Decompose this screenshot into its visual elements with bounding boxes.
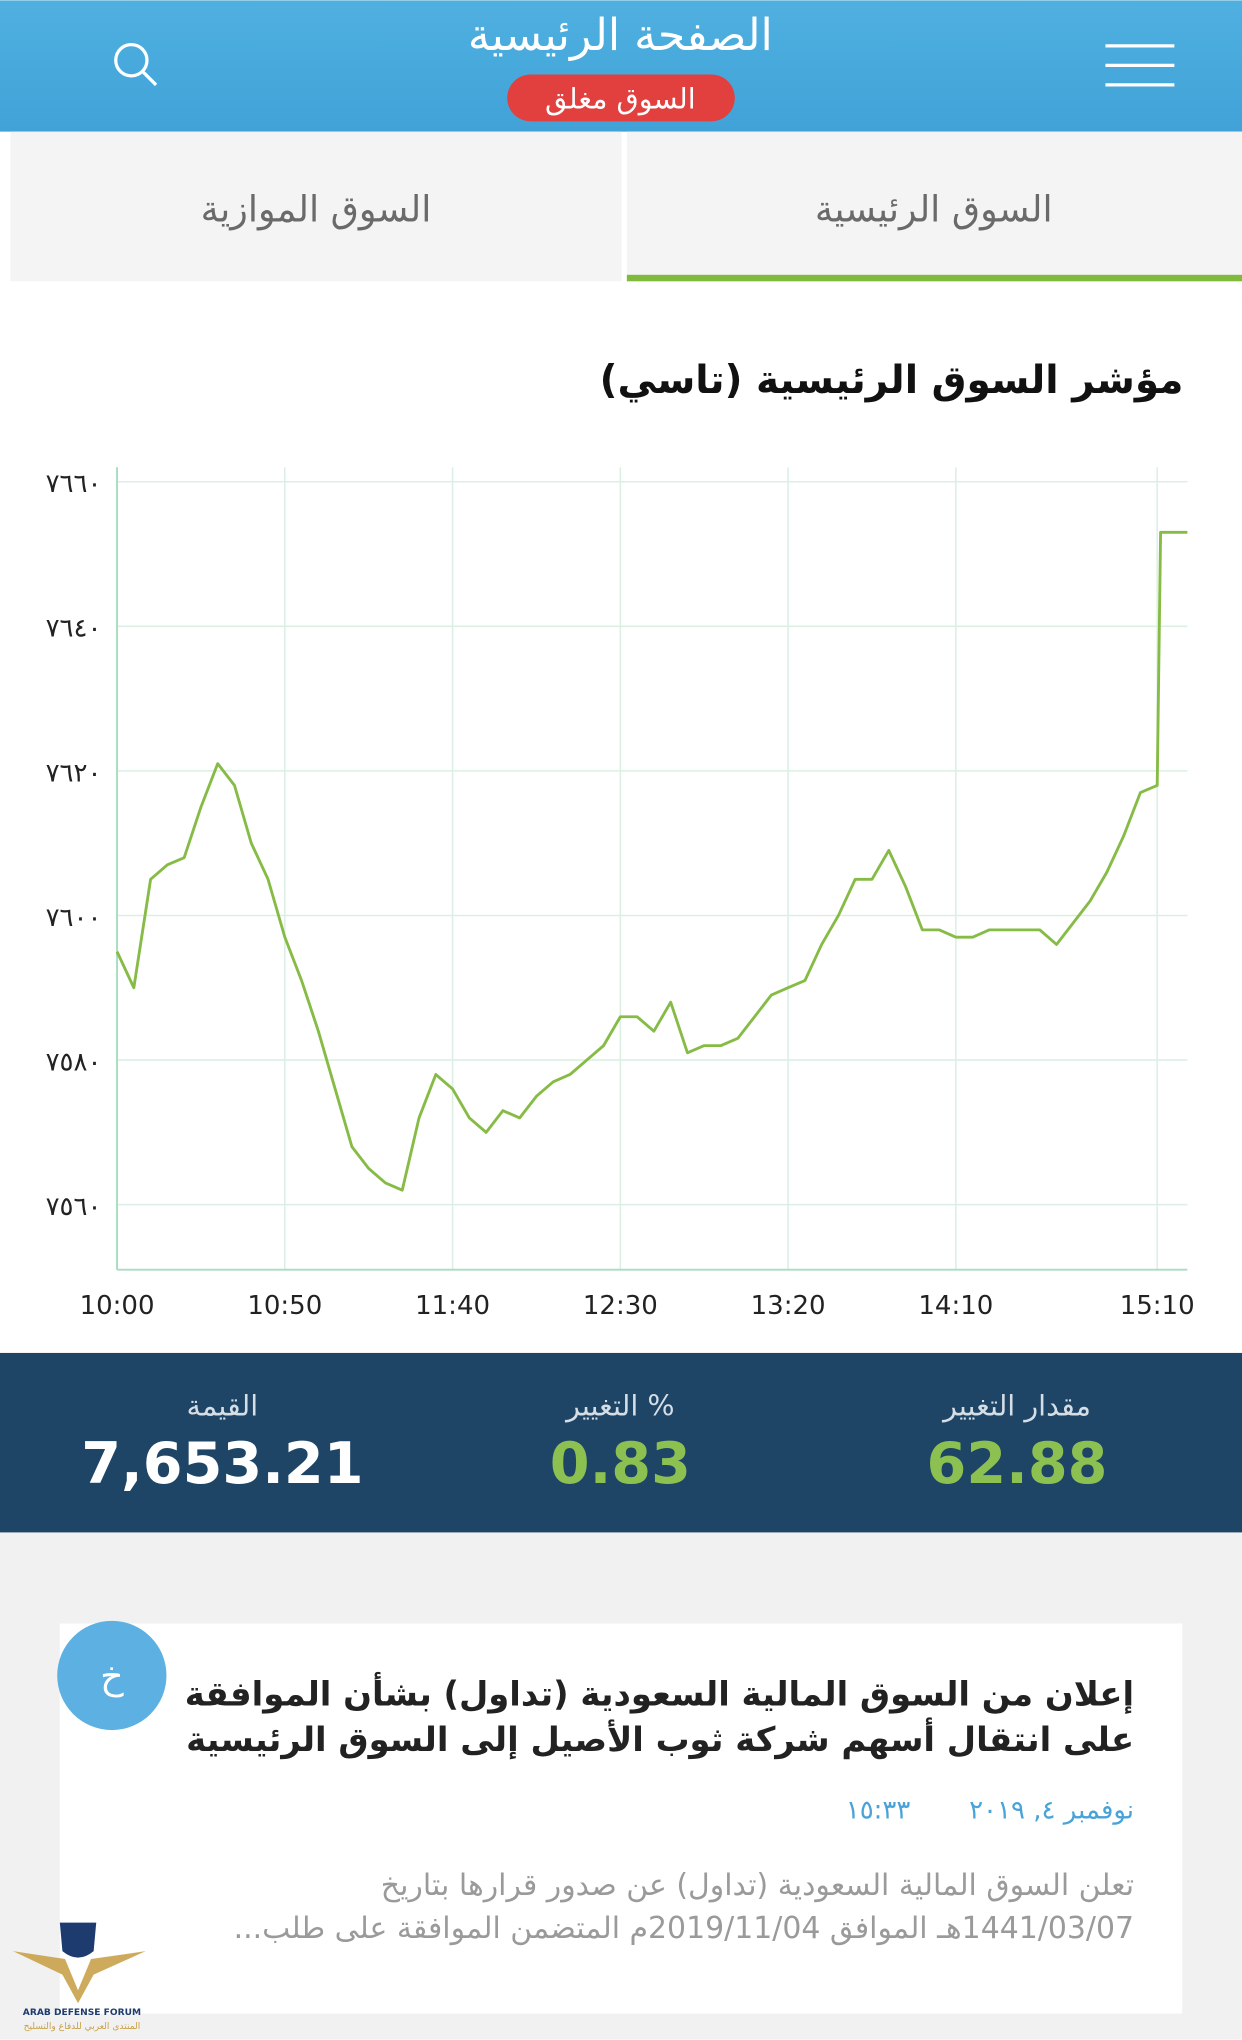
stats-bar [0, 1352, 1242, 1533]
y-tick-label: ٧٥٨٠ [46, 1047, 102, 1077]
y-tick-label: ٧٦٤٠ [46, 614, 102, 644]
index-line [115, 530, 1188, 1192]
y-tick-label: ٧٥٦٠ [46, 1192, 102, 1222]
stat-value: 7,653.21 [81, 1431, 363, 1497]
news-icon [57, 1620, 167, 1731]
watermark-name: ARAB DEFENSE FORUM [23, 2008, 141, 2018]
x-tick-label: 15:10 [1120, 1291, 1195, 1321]
menu-button[interactable] [1105, 44, 1175, 87]
header-title: الصفحة الرئيسية [468, 10, 773, 61]
news-icon-letter: خ [100, 1654, 124, 1697]
news-card[interactable] [59, 1623, 1183, 2014]
stat-label: القيمة [187, 1388, 259, 1422]
tab-label: السوق الرئيسية [815, 187, 1053, 230]
news-body: تعلن السوق المالية السعودية (تداول) عن ص… [381, 1868, 1134, 1903]
x-tick-label: 13:20 [751, 1291, 826, 1321]
status-text: السوق مغلق [545, 81, 696, 115]
stat-label: % التغيير [564, 1388, 674, 1422]
y-tick-label: ٧٦٢٠ [46, 758, 102, 788]
search-button[interactable] [114, 42, 158, 87]
x-tick-label: 14:10 [918, 1291, 993, 1321]
stat-value: 0.83 [550, 1431, 691, 1497]
news-time: ١٥:٣٣ [846, 1796, 911, 1826]
news-title: على انتقال أسهم شركة ثوب الأصيل إلى السو… [186, 1717, 1134, 1760]
status-badge [507, 74, 735, 122]
x-tick-label: 10:50 [247, 1291, 322, 1321]
x-tick-label: 10:00 [80, 1291, 155, 1321]
tab-indicator [626, 274, 1242, 282]
news-body: 1441/03/07هـ الموافق 2019/11/04م المتضمن… [234, 1911, 1134, 1946]
chart: ٧٥٦٠ ٧٥٨٠ ٧٦٠٠ ٧٦٢٠ ٧٦٤٠ ٧٦٦٠ 10:00 10:50 11:40 1… [46, 467, 1195, 1321]
tab[interactable] [626, 131, 1242, 277]
watermark-logo [13, 1922, 146, 2004]
x-tick-label: 11:40 [415, 1291, 490, 1321]
x-tick-label: 12:30 [583, 1291, 658, 1321]
y-tick-label: ٧٦٠٠ [46, 903, 102, 933]
tab-label: السوق الموازية [201, 187, 432, 230]
news-title: إعلان من السوق المالية السعودية (تداول) … [185, 1671, 1134, 1714]
watermark-subtitle: المنتدى العربي للدفاع والتسليح [24, 2022, 141, 2032]
tab[interactable] [10, 131, 622, 282]
chart-title: مؤشر السوق الرئيسية (تاسي) [600, 358, 1184, 403]
stat-value: 62.88 [927, 1431, 1108, 1497]
news-date: نوفمبر ٤, ٢٠١٩ [969, 1796, 1134, 1826]
y-tick-label: ٧٦٦٠ [46, 469, 102, 499]
stat-label: مقدار التغيير [941, 1388, 1091, 1422]
